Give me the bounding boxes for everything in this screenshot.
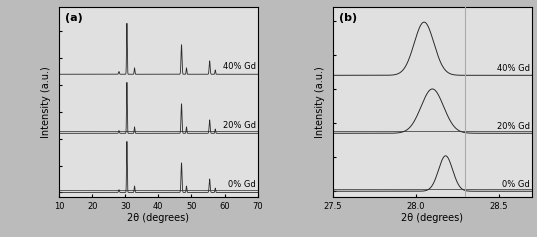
Y-axis label: Intensity (a.u.): Intensity (a.u.) — [41, 66, 52, 138]
Text: 20% Gd: 20% Gd — [223, 121, 256, 130]
Text: 40% Gd: 40% Gd — [223, 62, 256, 71]
X-axis label: 2θ (degrees): 2θ (degrees) — [401, 213, 463, 223]
Y-axis label: Intensity (a.u.): Intensity (a.u.) — [315, 66, 325, 138]
Text: 0% Gd: 0% Gd — [228, 180, 256, 189]
Text: (b): (b) — [339, 13, 357, 23]
Text: (a): (a) — [65, 13, 83, 23]
X-axis label: 2θ (degrees): 2θ (degrees) — [127, 213, 190, 223]
Text: 20% Gd: 20% Gd — [497, 122, 530, 131]
Text: 0% Gd: 0% Gd — [502, 179, 530, 188]
Text: 40% Gd: 40% Gd — [497, 64, 530, 73]
